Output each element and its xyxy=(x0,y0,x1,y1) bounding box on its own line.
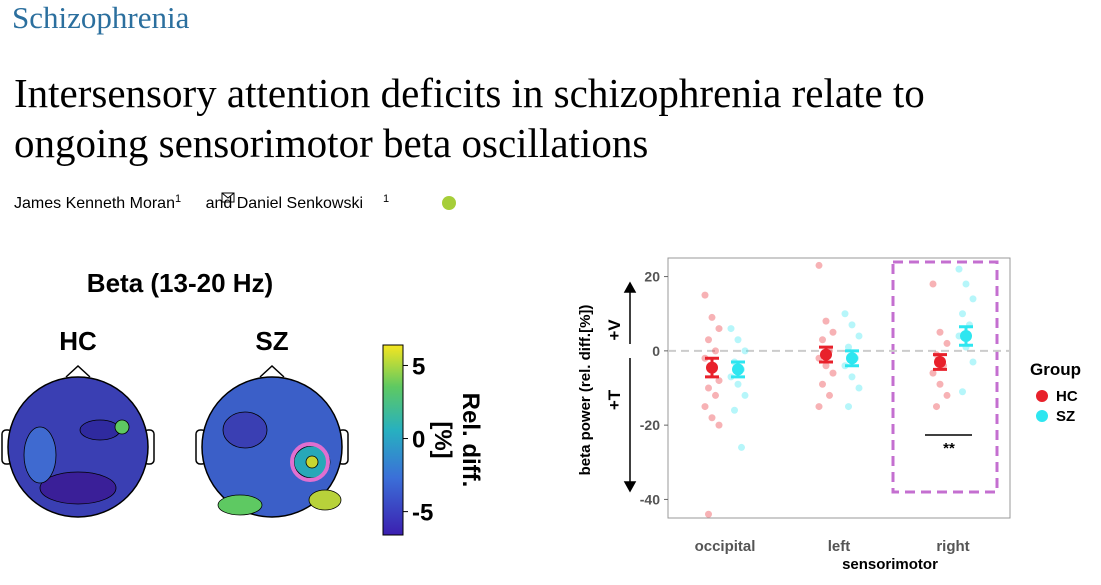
data-point xyxy=(815,261,823,269)
journal-name: Schizophrenia xyxy=(12,0,190,35)
y-axis-label: beta power (rel. diff.[%]) xyxy=(577,305,594,476)
legend-label: SZ xyxy=(1056,408,1075,425)
data-point xyxy=(715,421,723,429)
colorbar xyxy=(382,344,404,536)
y-tick-label: 0 xyxy=(652,343,660,359)
legend-marker xyxy=(1036,390,1048,402)
x-group-label: sensorimotor xyxy=(842,556,938,573)
data-point xyxy=(826,391,833,399)
data-point xyxy=(959,388,966,396)
data-point xyxy=(845,343,852,351)
data-point xyxy=(819,336,826,344)
data-point xyxy=(943,339,951,347)
topomap-title: Beta (13-20 Hz) xyxy=(87,268,273,298)
colorbar-tick-label: -5 xyxy=(412,500,433,527)
annotation: ** xyxy=(943,440,955,457)
direction-arrows xyxy=(623,281,637,493)
data-point xyxy=(708,313,716,321)
data-point xyxy=(959,310,966,318)
data-point xyxy=(705,384,712,392)
data-point xyxy=(819,380,826,388)
email-icon[interactable] xyxy=(221,192,235,203)
colorbar-label: Rel. diff.[%] xyxy=(429,393,484,488)
data-point xyxy=(829,328,837,336)
plot-area xyxy=(667,257,1011,519)
data-point xyxy=(822,317,830,325)
x-tick-label: right xyxy=(936,538,969,555)
data-point xyxy=(929,369,937,377)
data-point xyxy=(933,403,940,411)
mean-point xyxy=(934,356,946,368)
mean-point xyxy=(846,352,858,365)
mean-point xyxy=(732,363,744,376)
author: Daniel Senkowski xyxy=(237,195,363,212)
mean-point xyxy=(820,348,832,361)
legend-label: HC xyxy=(1056,388,1078,405)
head xyxy=(195,364,349,518)
mean-point xyxy=(706,361,718,374)
annotation: +T xyxy=(605,389,624,410)
author-line: James Kenneth Moran1 and Daniel Senkowsk… xyxy=(14,193,389,212)
data-point xyxy=(705,510,712,518)
data-point xyxy=(741,347,749,355)
data-point xyxy=(701,403,709,411)
email-icon xyxy=(221,192,235,199)
data-point xyxy=(727,325,735,333)
orcid-icon[interactable] xyxy=(442,196,456,210)
data-point xyxy=(715,325,723,333)
data-point xyxy=(955,265,963,273)
data-point xyxy=(841,310,849,318)
data-point xyxy=(708,414,716,422)
panel-label: SZ xyxy=(255,326,288,356)
data-point xyxy=(738,443,745,451)
mean-point xyxy=(960,330,972,342)
data-point xyxy=(734,336,742,344)
data-point xyxy=(815,403,823,411)
data-point xyxy=(731,406,738,414)
y-tick-label: -20 xyxy=(640,417,660,433)
colorbar-tick-label: 0 xyxy=(412,427,425,454)
y-tick-label: -40 xyxy=(640,491,660,507)
data-point xyxy=(969,295,977,303)
data-point xyxy=(705,336,712,344)
data-point xyxy=(822,362,830,370)
panel-label: HC xyxy=(59,326,97,356)
data-point xyxy=(741,391,749,399)
x-tick-label: occipital xyxy=(695,538,756,555)
data-point xyxy=(848,373,856,381)
highlight-box xyxy=(891,260,999,494)
affiliation: 1 xyxy=(383,193,389,205)
x-tick-label: left xyxy=(828,538,851,555)
data-point xyxy=(969,358,977,366)
data-point xyxy=(929,280,937,288)
y-tick-label: 20 xyxy=(644,269,660,285)
article-title: Intersensory attention deficits in schiz… xyxy=(14,70,925,116)
data-point xyxy=(848,321,856,329)
legend-title: Group xyxy=(1030,360,1081,379)
legend-marker xyxy=(1036,410,1048,422)
data-point xyxy=(943,391,951,399)
data-point xyxy=(936,328,944,336)
data-point xyxy=(845,403,852,411)
author: James Kenneth Moran xyxy=(14,195,175,212)
data-point xyxy=(962,280,970,288)
data-point xyxy=(734,380,742,388)
data-point xyxy=(712,391,719,399)
head xyxy=(1,364,155,518)
affiliation: 1 xyxy=(175,193,181,205)
data-point xyxy=(855,384,863,392)
article-title: ongoing sensorimotor beta oscillations xyxy=(14,120,648,166)
data-point xyxy=(701,291,709,299)
data-point xyxy=(936,380,944,388)
data-point xyxy=(855,332,863,340)
data-point xyxy=(829,369,837,377)
data-point xyxy=(715,377,723,385)
data-point xyxy=(712,347,719,355)
colorbar-tick-label: 5 xyxy=(412,353,425,380)
annotation: +V xyxy=(605,319,624,341)
connector: and xyxy=(206,195,233,212)
